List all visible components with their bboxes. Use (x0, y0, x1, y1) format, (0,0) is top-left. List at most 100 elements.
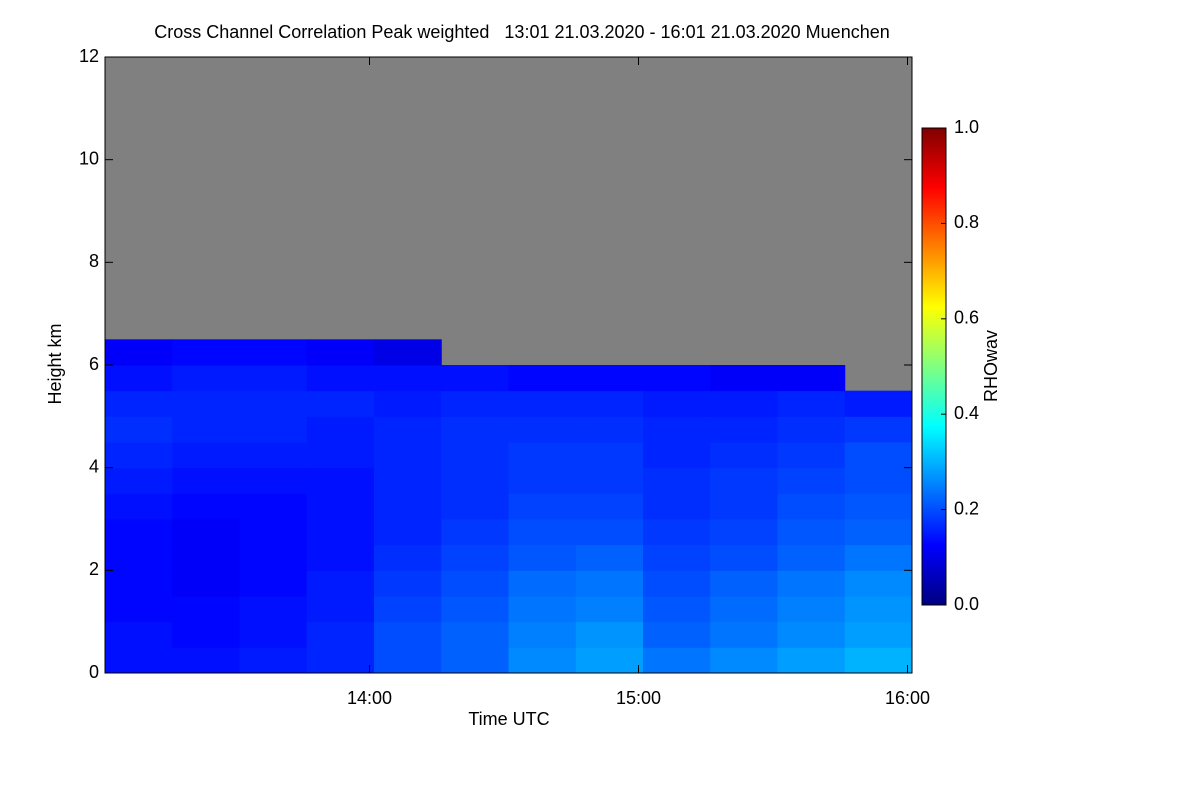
heatmap-cell (508, 570, 577, 597)
heatmap-cell (172, 365, 240, 392)
heatmap-cell (575, 467, 644, 494)
heatmap-cell (508, 365, 577, 392)
heatmap-cell (508, 493, 577, 520)
heatmap-cell (844, 570, 913, 597)
chart-title: Cross Channel Correlation Peak weighted … (154, 22, 890, 42)
heatmap-cell (374, 339, 442, 366)
heatmap-cell (105, 365, 173, 392)
colorbar-tick-label: 1.0 (954, 117, 979, 137)
y-tick-label: 12 (79, 46, 99, 66)
heatmap-cell (306, 390, 375, 417)
heatmap-cell (239, 621, 308, 648)
heatmap-cell (643, 416, 711, 443)
heatmap-cell (575, 365, 644, 392)
heatmap-cell (239, 493, 308, 520)
colorbar-tick-label: 0.4 (954, 403, 979, 423)
heatmap-cell (844, 544, 913, 571)
heatmap-cell (172, 339, 240, 366)
heatmap-cell (441, 467, 509, 494)
heatmap-cell (643, 647, 711, 674)
heatmap-cell (844, 416, 913, 443)
heatmap-cell (239, 467, 308, 494)
heatmap-cell (508, 442, 577, 469)
heatmap-cell (575, 390, 644, 417)
heatmap-cell (777, 442, 846, 469)
heatmap-cell (575, 544, 644, 571)
heatmap-cell (172, 442, 240, 469)
heatmap-cell (441, 390, 509, 417)
y-axis-label: Height km (45, 323, 65, 404)
heatmap-cell (306, 339, 375, 366)
colorbar-tick-label: 0.6 (954, 308, 979, 328)
heatmap-cell (306, 442, 375, 469)
heatmap-cell (643, 519, 711, 546)
heatmap-cell (105, 493, 173, 520)
heatmap-cell (643, 621, 711, 648)
heatmap-cell (777, 570, 846, 597)
heatmap-cell (374, 365, 442, 392)
heatmap-cell (306, 519, 375, 546)
heatmap-cell (710, 416, 778, 443)
heatmap-cell (844, 493, 913, 520)
heatmap-cell (777, 390, 846, 417)
colorbar-tick-label: 0.2 (954, 498, 979, 518)
heatmap-cell (441, 544, 509, 571)
heatmap-cell (643, 442, 711, 469)
heatmap-cell (374, 596, 442, 623)
heatmap-cell (710, 621, 778, 648)
heatmap-cell (710, 519, 778, 546)
heatmap-cell (374, 390, 442, 417)
heatmap-cell (105, 339, 173, 366)
heatmap-cell (441, 442, 509, 469)
y-tick-label: 6 (89, 354, 99, 374)
heatmap-cell (239, 544, 308, 571)
heatmap-cell (306, 416, 375, 443)
heatmap-cell (172, 493, 240, 520)
heatmap-cell (643, 365, 711, 392)
y-tick-label: 8 (89, 251, 99, 271)
heatmap-cell (575, 647, 644, 674)
heatmap-cell (844, 467, 913, 494)
heatmap-cell (710, 544, 778, 571)
heatmap-cell (239, 647, 308, 674)
heatmap-cell (172, 647, 240, 674)
heatmap-cell (306, 596, 375, 623)
heatmap-cell (306, 570, 375, 597)
heatmap-cell (374, 570, 442, 597)
heatmap-cell (105, 519, 173, 546)
heatmap-cell (643, 544, 711, 571)
heatmap-cell (777, 416, 846, 443)
heatmap-cell (777, 519, 846, 546)
heatmap-cell (777, 467, 846, 494)
heatmap-cell (172, 416, 240, 443)
colorbar-label: RHOwav (981, 330, 1001, 402)
heatmap-cell (105, 596, 173, 623)
heatmap-cell (306, 544, 375, 571)
heatmap-cell (844, 442, 913, 469)
heatmap-cell (374, 519, 442, 546)
heatmap-cell (643, 467, 711, 494)
heatmap-cell (710, 442, 778, 469)
heatmap-cell (777, 647, 846, 674)
heatmap-cell (643, 493, 711, 520)
heatmap-cell (508, 416, 577, 443)
heatmap-cell (239, 570, 308, 597)
heatmap-cell (239, 390, 308, 417)
heatmap-cell (508, 467, 577, 494)
heatmap-cell (710, 390, 778, 417)
y-tick-label: 10 (79, 148, 99, 168)
heatmap-cell (239, 442, 308, 469)
heatmap-cell (575, 621, 644, 648)
heatmap-cell (710, 467, 778, 494)
heatmap-cell (508, 621, 577, 648)
heatmap-cell (777, 544, 846, 571)
heatmap-cell (441, 416, 509, 443)
x-tick-label: 14:00 (347, 688, 392, 708)
heatmap-cell (575, 416, 644, 443)
heatmap-cell (306, 621, 375, 648)
heatmap-cell (575, 519, 644, 546)
heatmap-cell (374, 442, 442, 469)
heatmap-cell (575, 570, 644, 597)
heatmap-cell (710, 647, 778, 674)
